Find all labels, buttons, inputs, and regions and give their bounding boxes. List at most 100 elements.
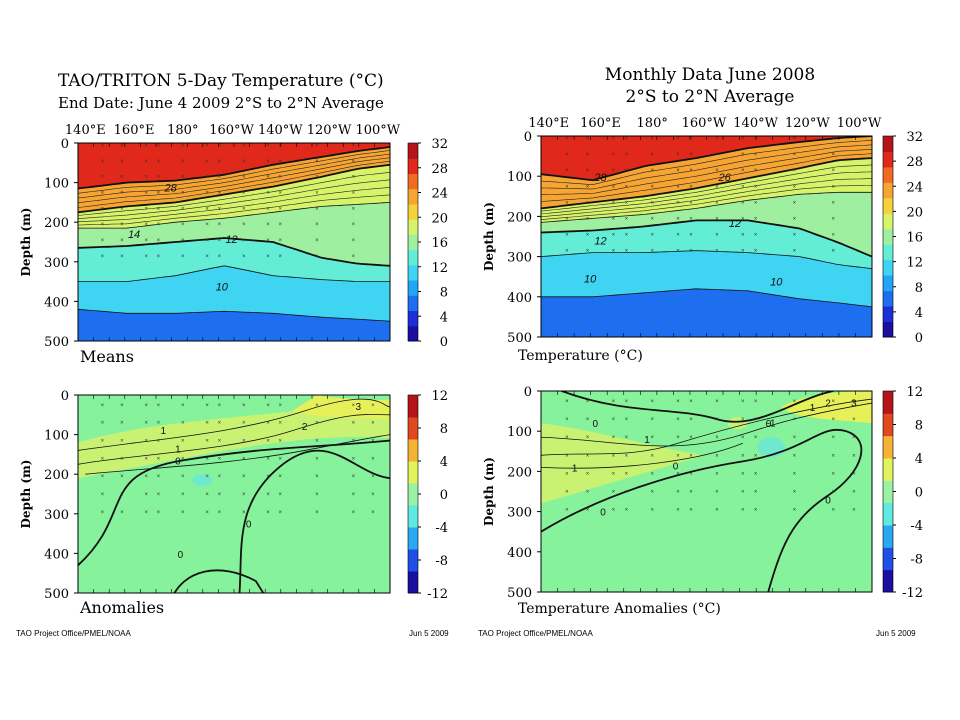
right-anomalies-colorbar-label: 4 — [915, 452, 923, 467]
right-means-obs-marker: × — [650, 249, 654, 255]
left-anomalies-obs-marker: × — [218, 474, 222, 480]
right-anomalies-obs-marker: × — [852, 490, 856, 496]
left-means-obs-marker: × — [266, 238, 270, 244]
left-means-obs-marker: × — [242, 238, 246, 244]
left-anomalies-obs-marker: × — [157, 421, 161, 427]
left-means-obs-marker: × — [279, 159, 283, 165]
left-anomalies-obs-marker: × — [279, 456, 283, 462]
left-anomalies-warm-core — [292, 395, 390, 419]
left-anomalies-obs-marker: × — [120, 421, 124, 427]
right-anomalies-obs-marker: × — [741, 399, 745, 405]
right-means-obs-marker: × — [625, 200, 629, 206]
left-anomalies-colorbar-swatch — [408, 505, 418, 528]
right-anomalies-colorbar-label: -4 — [910, 519, 923, 534]
right-means-obs-marker: × — [625, 216, 629, 222]
left-means-y-tick-label: 500 — [44, 335, 69, 350]
right-means-obs-marker: × — [650, 200, 654, 206]
left-anomalies-obs-marker: × — [315, 456, 319, 462]
left-means-y-tick-label: 100 — [44, 177, 69, 192]
right-means-contour-line — [541, 185, 872, 220]
right-means-label: Temperature (°C) — [518, 348, 643, 364]
right-means-contour-line — [541, 178, 872, 218]
right-means-obs-marker: × — [612, 233, 616, 239]
left-anomalies-obs-marker: × — [218, 403, 222, 409]
right-anomalies-colorbar-label: 0 — [915, 486, 923, 501]
left-means-contour-line — [78, 172, 390, 216]
left-anomalies-colorbar-label: -4 — [435, 521, 448, 536]
right-anomalies-field: × × × × × × × × × × × × × × × × × × × × × × × × × × × × × × × × × × × × × × × ×… — [541, 391, 872, 592]
right-anomalies-obs-marker: × — [852, 508, 856, 514]
right-means-colorbar-swatch — [883, 244, 893, 261]
left-means-obs-marker: × — [157, 238, 161, 244]
left-means-obs-marker: × — [315, 159, 319, 165]
left-anomalies-colorbar-swatch — [408, 395, 418, 418]
right-anomalies-y-axis-label: Depth (m) — [482, 457, 496, 526]
right-anomalies-obs-marker: × — [741, 471, 745, 477]
right-means-obs-marker: × — [565, 233, 569, 239]
right-anomalies-obs-marker: × — [852, 453, 856, 459]
right-anomalies-obs-marker: × — [831, 453, 835, 459]
right-anomalies-y-tick-label: 400 — [507, 546, 532, 561]
left-anomalies-obs-marker: × — [218, 492, 222, 498]
right-means-obs-marker: × — [793, 249, 797, 255]
right-anomalies-obs-marker: × — [741, 453, 745, 459]
left-means-obs-marker: × — [266, 143, 270, 149]
right-means-x-tick-label: 120°W — [785, 116, 830, 131]
left-means-contour-8 — [78, 308, 390, 322]
left-means-obs-marker: × — [242, 143, 246, 149]
left-means-colorbar-swatch — [408, 295, 418, 312]
right-anomalies-obs-marker: × — [741, 490, 745, 496]
right-means-obs-marker: × — [676, 233, 680, 239]
left-means-obs-marker: × — [266, 175, 270, 181]
right-anomalies-obs-marker: × — [586, 471, 590, 477]
right-anomalies-warm-region — [541, 423, 704, 504]
left-means-obs-marker: × — [352, 143, 356, 149]
left-means-x-tick-label: 120°W — [307, 123, 352, 138]
right-means-obs-marker: × — [715, 216, 719, 222]
right-means-obs-marker: × — [831, 200, 835, 206]
left-x-axis-labels: 140°E 160°E 180° 160°W 140°W 120°W 100°W — [65, 123, 401, 138]
left-means-obs-marker: × — [266, 206, 270, 212]
right-means-obs-marker: × — [793, 136, 797, 142]
left-means-obs-marker: × — [144, 190, 148, 196]
right-anomalies-obs-marker: × — [586, 508, 590, 514]
left-anomalies-colorbar-swatch — [408, 571, 418, 594]
right-means-colorbar-swatch — [883, 259, 893, 276]
right-anomalies-obs-marker: × — [586, 490, 590, 496]
left-anomalies-obs-marker: × — [242, 492, 246, 498]
right-title-line2: 2°S to 2°N Average — [626, 87, 795, 107]
left-anomalies-y-tick-label: 500 — [44, 587, 69, 602]
right-means-obs-marker: × — [741, 152, 745, 158]
left-means-contour-line — [78, 179, 390, 219]
right-anomalies-obs-marker: × — [565, 435, 569, 441]
right-means-y-tick-label: 400 — [507, 291, 532, 306]
right-means-contour-14 — [541, 191, 872, 223]
left-means-obs-marker: × — [352, 175, 356, 181]
left-anomalies-obs-marker: × — [157, 474, 161, 480]
right-means-obs-marker: × — [793, 184, 797, 190]
right-anomalies-obs-marker: × — [689, 417, 693, 423]
left-means-panel: × × × × × × × × × × × × × × × × × × × × × × × × × × × × × × × × × × × × × × × ×… — [19, 137, 448, 350]
right-anomalies-obs-marker: × — [793, 417, 797, 423]
right-means-obs-marker: × — [650, 136, 654, 142]
right-means-x-tick-label: 180° — [637, 116, 668, 131]
right-means-obs-marker: × — [741, 233, 745, 239]
left-anomalies-obs-marker: × — [266, 421, 270, 427]
left-means-obs-marker: × — [101, 190, 105, 196]
right-means-obs-marker: × — [676, 249, 680, 255]
left-anomalies-obs-marker: × — [352, 421, 356, 427]
left-means-obs-marker: × — [101, 175, 105, 181]
right-means-obs-marker: × — [565, 216, 569, 222]
left-anomalies-obs-marker: × — [205, 439, 209, 445]
right-footer-credit: TAO Project Office/PMEL/NOAA — [478, 629, 594, 638]
left-means-obs-marker: × — [120, 238, 124, 244]
left-means-obs-marker: × — [218, 222, 222, 228]
right-anomalies-colorbar-swatch — [883, 435, 893, 459]
right-means-field: × × × × × × × × × × × × × × × × × × × × × × × × × × × × × × × × × × × × × × × ×… — [541, 136, 872, 337]
right-means-obs-marker: × — [831, 184, 835, 190]
right-means-colorbar-swatch — [883, 275, 893, 292]
right-means-colorbar-swatch — [883, 290, 893, 307]
left-anomalies-obs-marker: × — [144, 403, 148, 409]
left-means-x-tick-label: 160°W — [209, 123, 254, 138]
